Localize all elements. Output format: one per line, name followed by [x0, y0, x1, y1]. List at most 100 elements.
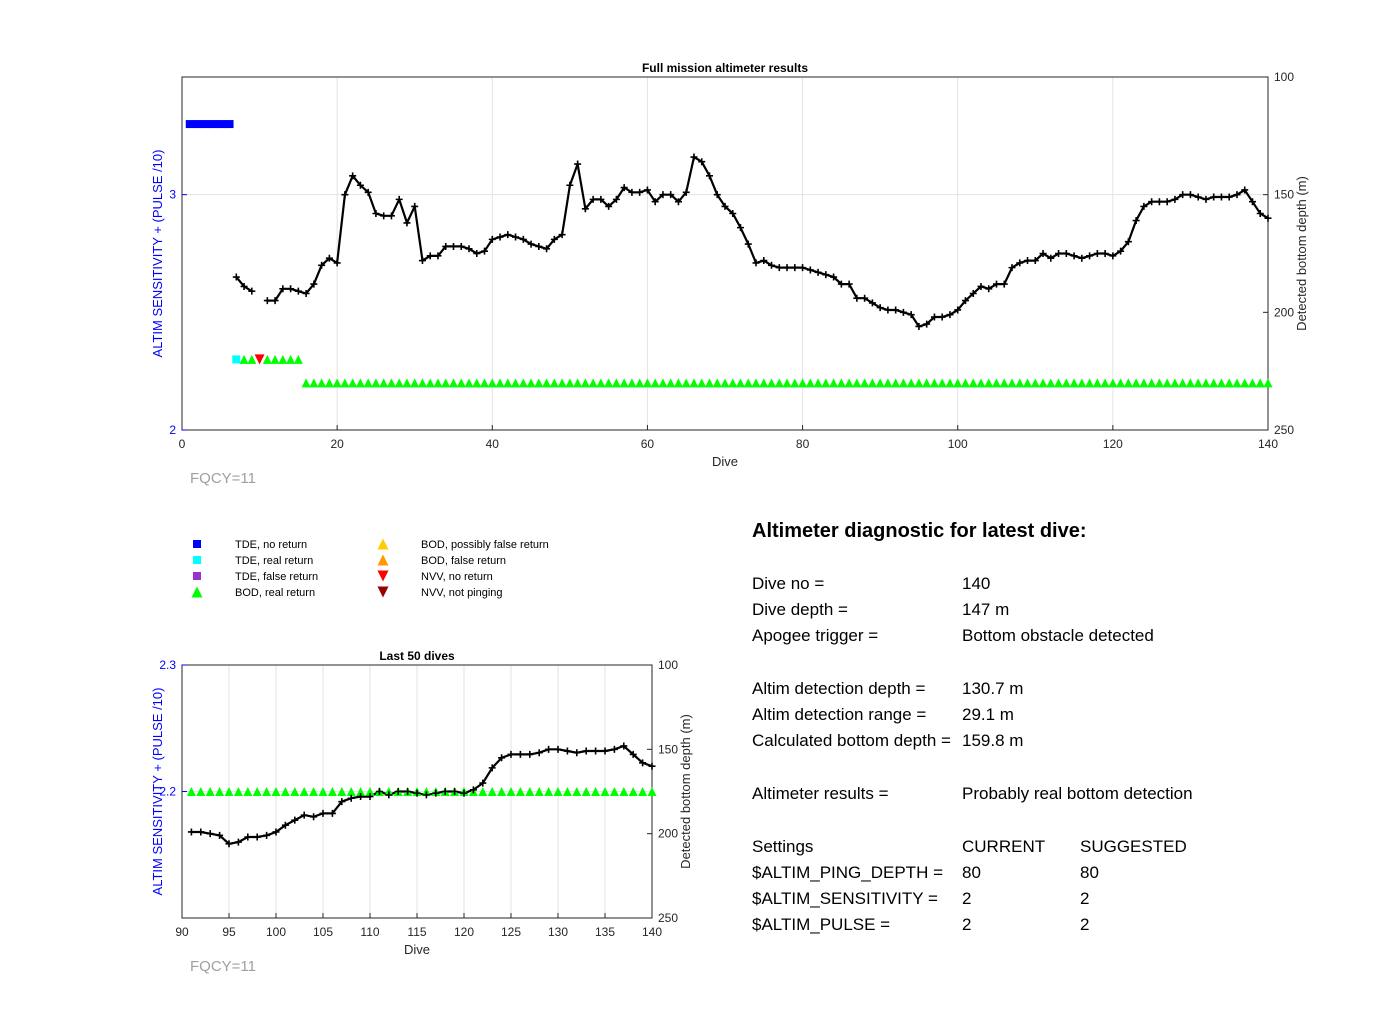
- main-y2tick-label: 100: [1274, 70, 1294, 84]
- depth-point: [1070, 252, 1078, 260]
- bod-real-return-marker: [782, 378, 792, 388]
- bod-real-return-marker: [883, 378, 893, 388]
- depth-point: [442, 242, 450, 250]
- bod-real-return-marker: [526, 378, 536, 388]
- bod-real-return-marker: [449, 378, 458, 388]
- depth-point: [1117, 247, 1125, 255]
- bod-real-return-marker: [433, 378, 443, 388]
- main-ytick-label: 2: [169, 423, 176, 437]
- diagnostic-panel: Altimeter diagnostic for latest dive: Di…: [752, 520, 1372, 934]
- depth-point: [279, 285, 287, 293]
- bod-real-return-marker: [1255, 378, 1265, 388]
- detect-range-value: 29.1 m: [962, 705, 1014, 724]
- depth-point: [1256, 209, 1264, 217]
- bod-real-return-marker: [743, 378, 753, 388]
- bod-real-return-marker: [239, 354, 249, 364]
- depth-point: [535, 242, 543, 250]
- sensitivity-current: 2: [962, 889, 972, 908]
- bod-real-return-marker: [1170, 378, 1180, 388]
- bod-real-return-marker: [619, 378, 629, 388]
- recent-bod-marker: [572, 787, 582, 796]
- bod-real-return-marker: [658, 378, 668, 388]
- depth-point: [977, 282, 985, 290]
- bod-real-return-marker: [1240, 378, 1250, 388]
- depth-point: [302, 290, 310, 298]
- detect-depth-value: 130.7 m: [962, 679, 1024, 698]
- recent-bod-marker: [478, 787, 488, 796]
- depth-point: [1163, 198, 1171, 206]
- depth-point: [1140, 202, 1148, 210]
- dive-no-label: Dive no =: [752, 574, 825, 593]
- depth-point: [674, 198, 682, 206]
- recent-depth-point: [629, 750, 637, 758]
- depth-point: [294, 287, 302, 295]
- depth-point: [240, 282, 248, 290]
- bod-real-return-marker: [999, 378, 1009, 388]
- depth-point: [1078, 254, 1086, 262]
- recent-depth-point: [413, 789, 421, 797]
- depth-point: [481, 247, 489, 255]
- recent-depth-point: [291, 816, 299, 824]
- bod-real-return-marker: [386, 378, 396, 388]
- recent-bod-marker: [262, 787, 272, 796]
- legend-marker: [191, 586, 203, 598]
- depth-point: [380, 212, 388, 220]
- depth-point: [395, 195, 403, 203]
- depth-point: [814, 268, 822, 276]
- depth-point: [325, 254, 333, 262]
- recent-xtick-label: 115: [407, 925, 426, 939]
- depth-point: [434, 252, 442, 260]
- recent-bod-marker: [609, 787, 619, 796]
- depth-point: [1217, 193, 1225, 201]
- recent-depth-point: [516, 750, 524, 758]
- recent-xtick-label: 135: [595, 925, 615, 939]
- bod-real-return-marker: [425, 378, 435, 388]
- bod-real-return-marker: [844, 378, 854, 388]
- depth-point: [1233, 191, 1241, 199]
- recent-depth-point: [648, 762, 656, 770]
- legend-marker: [193, 556, 201, 564]
- main-xtick-label: 80: [796, 437, 810, 451]
- bod-real-return-marker: [627, 378, 637, 388]
- recent-xtick-label: 95: [222, 925, 236, 939]
- main-y2tick-label: 150: [1274, 188, 1294, 202]
- depth-point: [853, 294, 861, 302]
- recent-depth-point: [582, 747, 590, 755]
- legend-label: NVV, not pinging: [421, 587, 503, 599]
- bod-real-return-marker: [1162, 378, 1172, 388]
- bod-real-return-marker: [464, 378, 474, 388]
- main-annotation: FQCY=11: [190, 470, 256, 487]
- recent-xtick-label: 130: [548, 925, 568, 939]
- depth-point: [364, 188, 372, 196]
- main-xtick-label: 140: [1258, 437, 1278, 451]
- legend-marker: [377, 586, 389, 598]
- depth-point: [659, 191, 667, 199]
- depth-point: [496, 233, 504, 241]
- recent-depth-point: [253, 833, 261, 841]
- bod-real-return-marker: [898, 378, 908, 388]
- diagnostic-heading: Altimeter diagnostic for latest dive:: [752, 520, 1087, 542]
- bod-real-return-marker: [650, 378, 660, 388]
- depth-point: [1194, 193, 1202, 201]
- bod-real-return-marker: [767, 378, 777, 388]
- bod-real-return-marker: [1069, 378, 1079, 388]
- depth-point: [946, 311, 954, 319]
- bod-real-return-marker: [286, 354, 296, 364]
- bod-real-return-marker: [984, 378, 994, 388]
- bod-real-return-marker: [681, 378, 691, 388]
- recent-bod-marker: [506, 787, 516, 796]
- bod-real-return-marker: [1077, 378, 1087, 388]
- bod-real-return-marker: [852, 378, 862, 388]
- recent-depth-point: [620, 742, 628, 750]
- bod-real-return-marker: [262, 354, 272, 364]
- depth-point: [372, 209, 380, 217]
- nvv-no-return-marker: [254, 354, 265, 365]
- bod-real-return-marker: [836, 378, 846, 388]
- recent-depth-point: [319, 809, 327, 817]
- bod-real-return-marker: [976, 378, 986, 388]
- recent-depth-point: [488, 764, 496, 772]
- dive-no-value: 140: [962, 574, 991, 593]
- bod-real-return-marker: [821, 378, 831, 388]
- recent-bod-marker: [196, 787, 206, 796]
- depth-point: [318, 261, 326, 269]
